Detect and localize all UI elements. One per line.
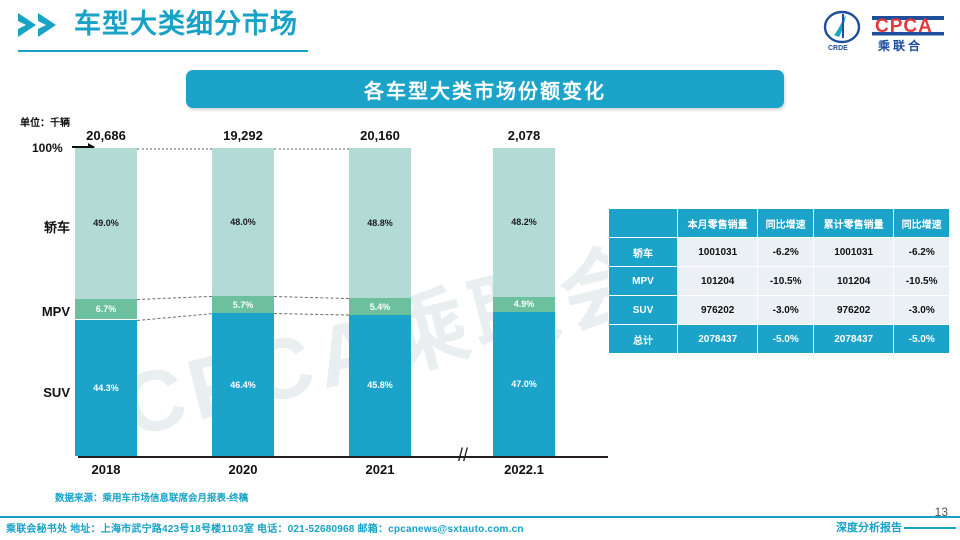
cell-total-month-sales: 2078437 — [676, 324, 759, 354]
cell-mpv-month-sales: 101204 — [676, 266, 759, 296]
footer-divider — [0, 516, 960, 518]
footer-right-rule — [904, 527, 956, 529]
connector-mpv-bottom-2018-2020 — [137, 312, 213, 321]
table-row-label-car: 轿车 — [608, 237, 678, 267]
section-banner: 各车型大类市场份额变化 — [186, 70, 784, 108]
cell-car-cum-sales: 1001031 — [812, 237, 895, 267]
double-chevron-icon — [18, 13, 56, 37]
bar-2018-segment-suv: 44.3% — [75, 319, 137, 456]
svg-text:乘联合: 乘联合 — [877, 38, 923, 53]
bar-2020-segment-mpv: 5.7% — [212, 295, 274, 314]
bar-2022-segment-car: 48.2% — [493, 148, 555, 297]
category-label-suv: SUV — [43, 385, 70, 400]
unit-label: 单位：千辆 — [20, 118, 70, 129]
bar-total-2018: 20,686 — [86, 128, 126, 143]
bar-total-2021: 20,160 — [360, 128, 400, 143]
x-label-2020: 2020 — [228, 462, 258, 477]
cell-suv-cum-growth: -3.0% — [893, 295, 950, 325]
title-underline — [18, 50, 308, 52]
table-header-row: 本月零售销量 同比增速 累计零售销量 同比增速 — [608, 208, 950, 238]
connector-mpv-top-2020-2021 — [273, 296, 350, 300]
slide-header: 车型大类细分市场 — [16, 10, 298, 40]
axis-100-label: 100% — [32, 141, 63, 155]
cell-total-month-growth: -5.0% — [757, 324, 814, 354]
cell-total-cum-growth: -5.0% — [893, 324, 950, 354]
bar-2021-segment-mpv: 5.4% — [349, 298, 411, 315]
table-col-month-growth: 同比增速 — [757, 208, 814, 238]
cell-suv-cum-sales: 976202 — [812, 295, 895, 325]
table-col-cum-sales: 累计零售销量 — [812, 208, 895, 238]
bar-total-2022: 2,078 — [507, 128, 541, 143]
bar-total-2020: 19,292 — [223, 128, 263, 143]
x-label-2021: 2021 — [365, 462, 395, 477]
connector-top-2018-2020 — [137, 148, 212, 150]
table-corner-cell — [608, 208, 678, 238]
connector-mpv-bottom-2020-2021 — [273, 313, 350, 316]
table-row-label-mpv: MPV — [608, 266, 678, 296]
cell-mpv-month-growth: -10.5% — [757, 266, 814, 296]
table-row: SUV 976202 -3.0% 976202 -3.0% — [608, 295, 950, 325]
cpca-logo: CRDE CPCA 乘联合 — [823, 10, 944, 53]
svg-text:CRDE: CRDE — [828, 45, 848, 52]
x-label-2018: 2018 — [91, 462, 121, 477]
bar-2018: 49.0% 6.7% 44.3% — [75, 148, 137, 456]
bar-2020: 48.0% 5.7% 46.4% — [212, 148, 274, 456]
cell-suv-month-growth: -3.0% — [757, 295, 814, 325]
table-row: 轿车 1001031 -6.2% 1001031 -6.2% — [608, 237, 950, 267]
page-title: 车型大类细分市场 — [74, 8, 298, 39]
cell-car-month-sales: 1001031 — [676, 237, 759, 267]
bar-2022-segment-mpv: 4.9% — [493, 296, 555, 312]
x-axis-line — [78, 456, 608, 458]
footer-contact: 乘联会秘书处 地址：上海市武宁路423号18号楼1103室 电话：021-526… — [6, 524, 524, 535]
cell-total-cum-sales: 2078437 — [812, 324, 895, 354]
bar-2020-segment-suv: 46.4% — [212, 313, 274, 456]
table-row-label-total: 总计 — [608, 324, 678, 354]
bar-2018-segment-car: 49.0% — [75, 148, 137, 299]
footer-report-label: 深度分析报告 — [836, 522, 902, 534]
x-label-2022: 2022.1 — [504, 462, 544, 477]
page-number: 13 — [934, 505, 948, 519]
bar-2022: 48.2% 4.9% 47.0% — [493, 148, 555, 456]
connector-mpv-top-2018-2020 — [137, 295, 213, 300]
sales-table: 本月零售销量 同比增速 累计零售销量 同比增速 轿车 1001031 -6.2%… — [608, 208, 950, 354]
table-col-cum-growth: 同比增速 — [893, 208, 950, 238]
bar-2021: 48.8% 5.4% 45.8% — [349, 148, 411, 456]
cell-mpv-cum-growth: -10.5% — [893, 266, 950, 296]
cell-suv-month-sales: 976202 — [676, 295, 759, 325]
bar-2020-segment-car: 48.0% — [212, 148, 274, 296]
category-label-mpv: MPV — [41, 304, 70, 319]
cell-car-month-growth: -6.2% — [757, 237, 814, 267]
cell-car-cum-growth: -6.2% — [893, 237, 950, 267]
connector-top-2020-2021 — [274, 148, 349, 150]
bar-2021-segment-suv: 45.8% — [349, 314, 411, 456]
axis-break-mark: // — [458, 445, 469, 465]
category-label-car: 轿车 — [43, 220, 70, 235]
table-row: MPV 101204 -10.5% 101204 -10.5% — [608, 266, 950, 296]
bar-2022-segment-suv: 47.0% — [493, 311, 555, 456]
table-col-month-sales: 本月零售销量 — [676, 208, 759, 238]
table-row-label-suv: SUV — [608, 295, 678, 325]
bar-2018-segment-mpv: 6.7% — [75, 298, 137, 320]
bar-2021-segment-car: 48.8% — [349, 148, 411, 299]
data-source-note: 数据来源：乘用车市场信息联席会月报表-终稿 — [55, 493, 249, 504]
axis-100-arrow-icon — [72, 143, 95, 151]
svg-text:CPCA: CPCA — [875, 16, 933, 37]
cell-mpv-cum-sales: 101204 — [812, 266, 895, 296]
table-row-total: 总计 2078437 -5.0% 2078437 -5.0% — [608, 324, 950, 354]
stacked-bar-chart: 100% 轿车 MPV SUV 20,686 49.0% 6.7% 44.3% … — [0, 120, 620, 480]
